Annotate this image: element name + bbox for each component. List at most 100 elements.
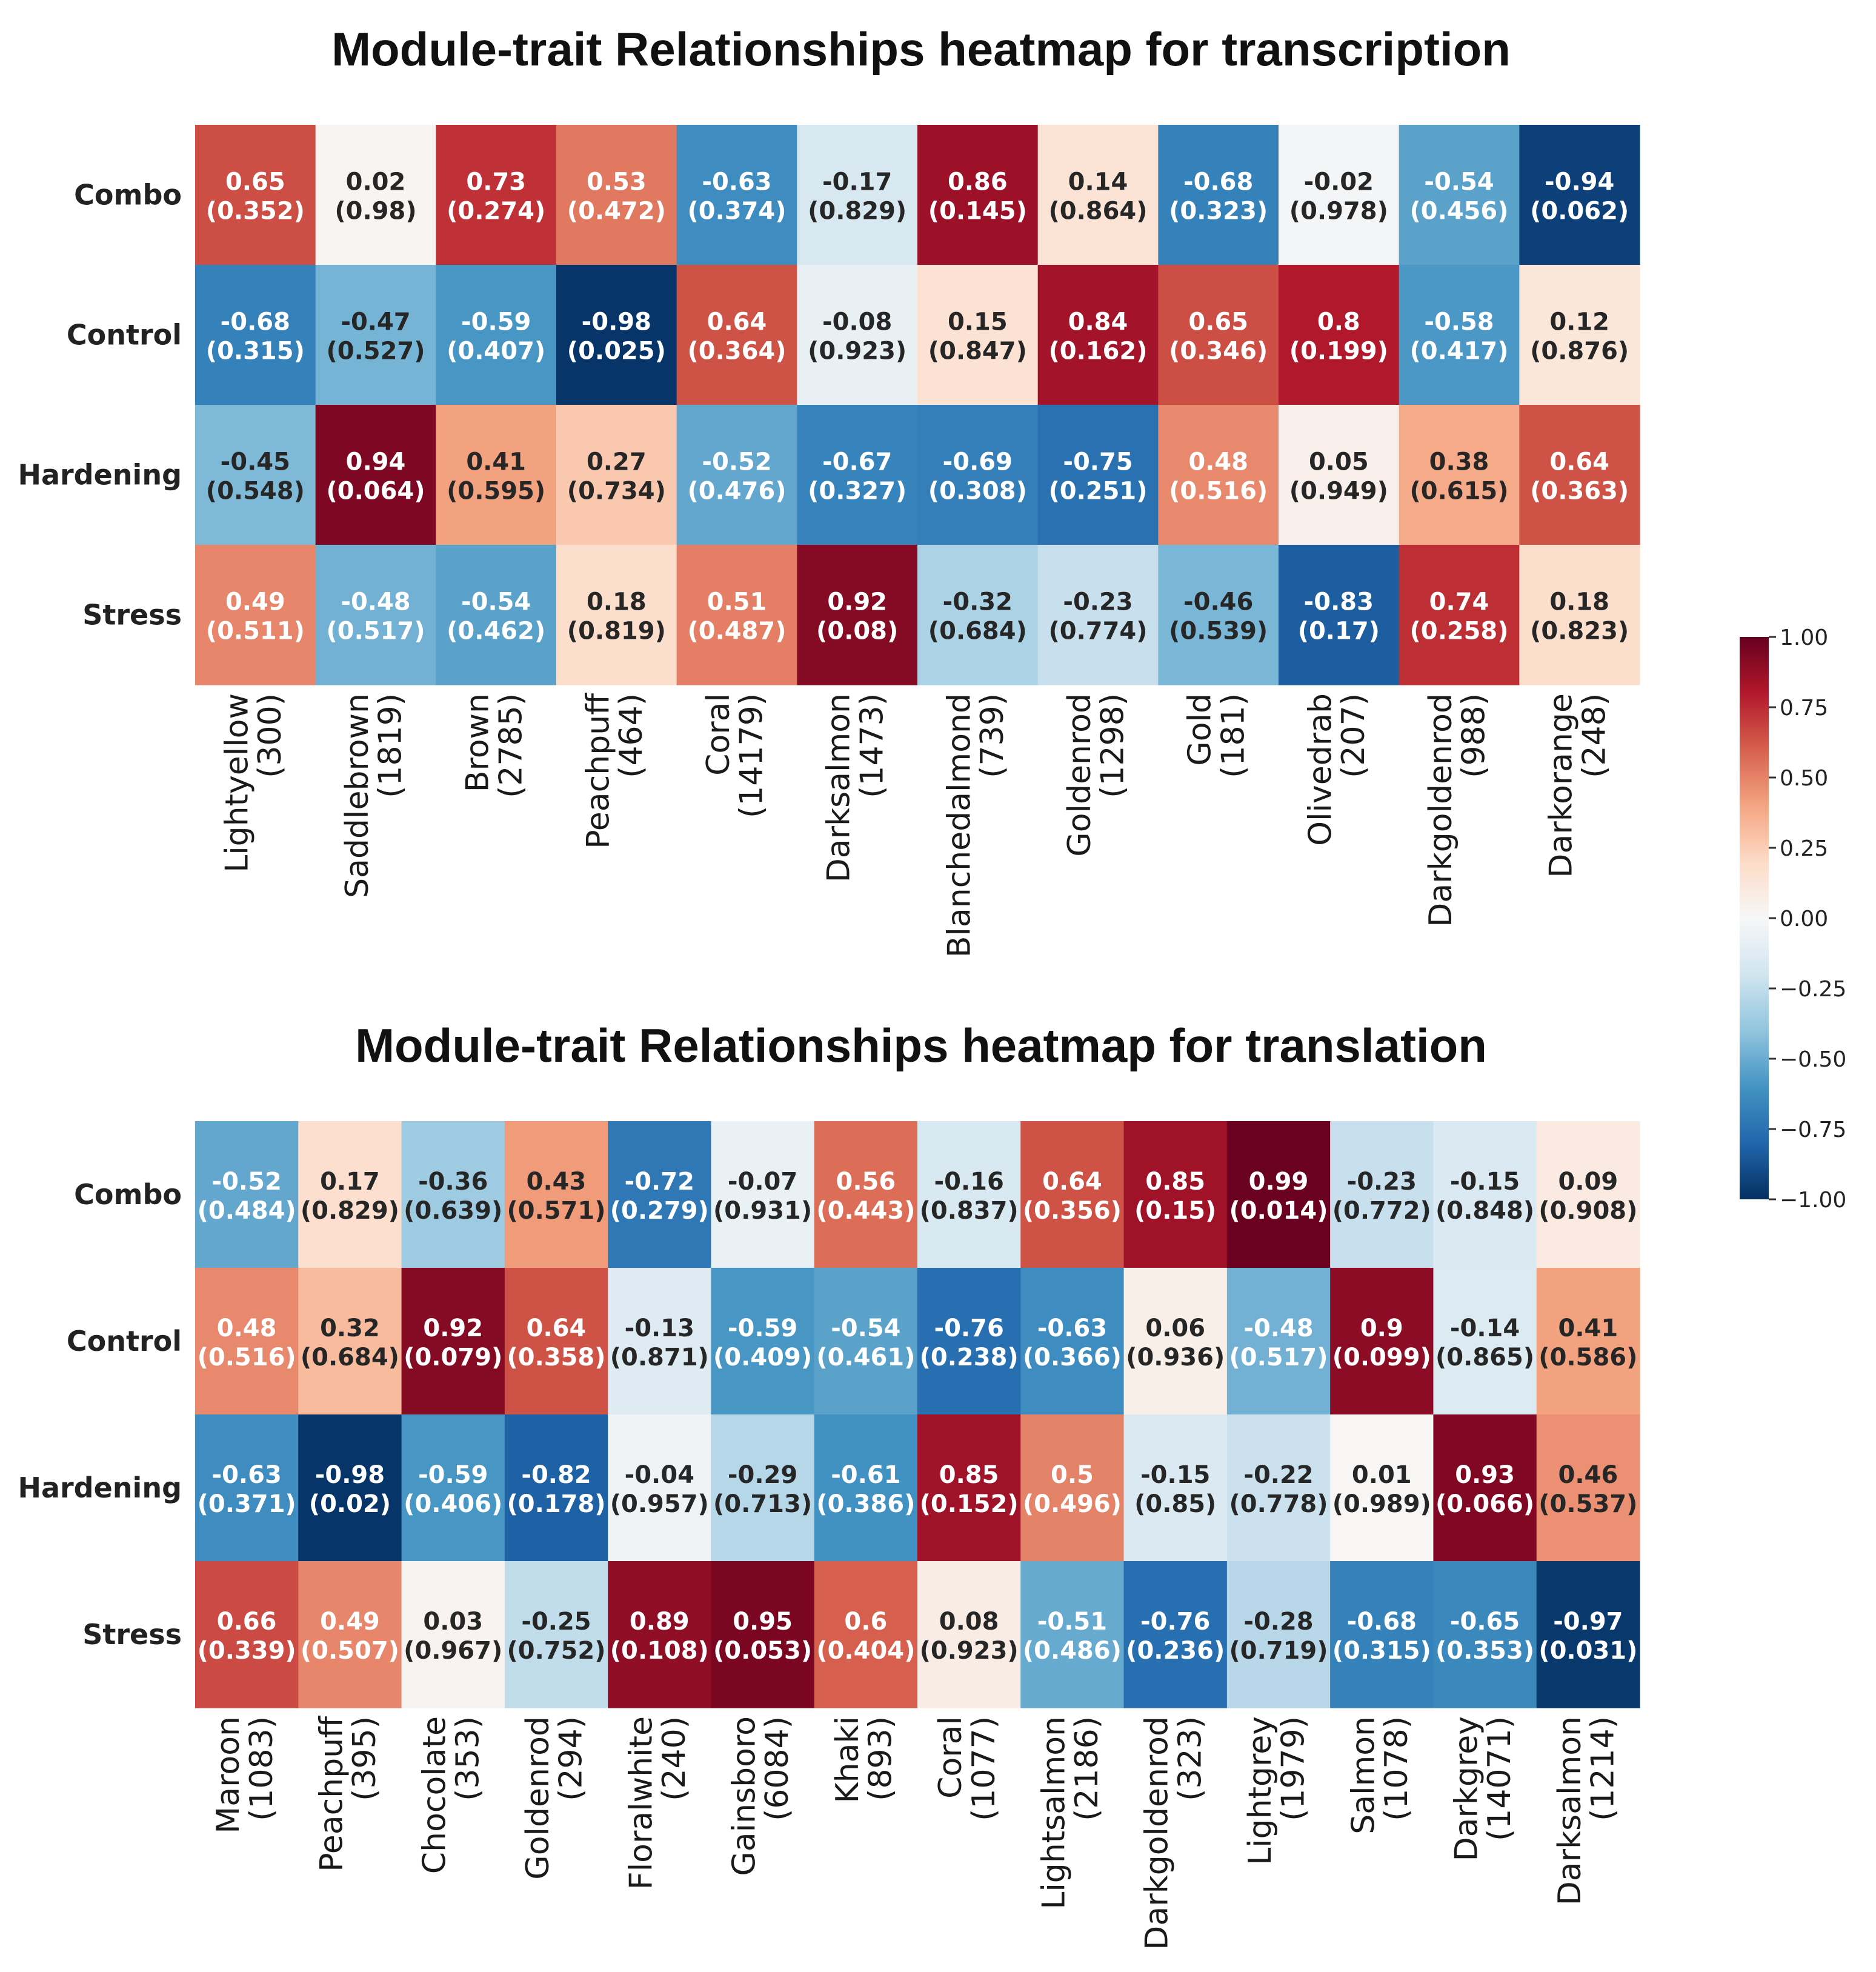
cell-value-label: -0.54: [831, 1314, 900, 1342]
cell-value-label: -0.75: [1063, 448, 1133, 476]
cell-pvalue-label: (0.516): [1169, 478, 1268, 505]
heatmap-cell: [1158, 265, 1279, 405]
cell-value-label: 0.01: [1352, 1461, 1412, 1489]
heatmap-cell: [608, 1121, 712, 1268]
cell-pvalue-label: (0.516): [198, 1344, 296, 1371]
cell-value-label: 0.48: [217, 1314, 277, 1342]
cell-pvalue-label: (0.145): [928, 198, 1027, 225]
heatmap-cell: [1226, 1414, 1331, 1562]
heatmap-cell: [1330, 1561, 1434, 1708]
cell-value-label: -0.54: [1424, 168, 1494, 196]
cell-pvalue-label: (0.08): [816, 618, 898, 645]
cell-pvalue-label: (0.352): [206, 198, 305, 225]
column-label-darkorange: Darkorange(248): [1543, 693, 1613, 878]
cell-value-label: -0.23: [1063, 588, 1133, 616]
cell-value-label: -0.59: [728, 1314, 797, 1342]
translation-heatmap-column-labels: Maroon(1083) Peachpuff(395) Chocolate(353)…: [210, 1716, 1621, 1950]
column-label-gainsboro: Gainsboro(6084): [727, 1716, 796, 1876]
cell-value-label: -0.58: [1424, 308, 1494, 336]
heatmap-cell: [814, 1561, 918, 1708]
cell-value-label: -0.46: [1183, 588, 1253, 616]
cell-value-label: -0.51: [1037, 1608, 1107, 1636]
colorbar-tick-label: −0.50: [1780, 1047, 1846, 1072]
cell-value-label: -0.08: [822, 308, 892, 336]
heatmap-cell: [298, 1561, 402, 1708]
heatmap-cell: [1519, 265, 1640, 405]
cell-pvalue-label: (0.778): [1229, 1490, 1328, 1518]
cell-pvalue-label: (0.978): [1289, 198, 1388, 225]
column-label-peachpuff: Peachpuff(464): [580, 693, 650, 849]
cell-value-label: -0.17: [822, 168, 892, 196]
heatmap-cell: [401, 1121, 505, 1268]
cell-pvalue-label: (0.507): [301, 1637, 399, 1665]
heatmap-cell: [608, 1561, 712, 1708]
heatmap-cell: [195, 545, 316, 685]
column-label-chocolate: Chocolate(353): [417, 1716, 487, 1874]
heatmap-cell: [436, 545, 557, 685]
heatmap-cell: [608, 1268, 712, 1415]
cell-pvalue-label: (0.847): [928, 338, 1027, 365]
cell-value-label: -0.16: [934, 1168, 1003, 1196]
cell-value-label: 0.9: [1360, 1314, 1403, 1342]
colorbar-tick-label: 0.50: [1780, 766, 1828, 791]
heatmap-cell: [797, 545, 918, 685]
cell-value-label: 0.99: [1249, 1168, 1309, 1196]
heatmap-cell: [298, 1268, 402, 1415]
heatmap-cell: [1519, 125, 1640, 265]
heatmap-cell: [676, 265, 797, 405]
heatmap-cell: [1037, 405, 1159, 545]
cell-pvalue-label: (0.274): [447, 198, 545, 225]
cell-value-label: -0.72: [625, 1168, 694, 1196]
heatmap-cell: [1519, 405, 1640, 545]
heatmap-cell: [1279, 405, 1400, 545]
cell-value-label: 0.46: [1558, 1461, 1618, 1489]
column-label-lightgrey: Lightgrey(1979): [1242, 1716, 1312, 1865]
cell-pvalue-label: (0.079): [404, 1344, 502, 1371]
cell-value-label: 0.5: [1051, 1461, 1094, 1489]
cell-value-label: -0.68: [1183, 168, 1253, 196]
cell-pvalue-label: (0.539): [1169, 618, 1268, 645]
cell-pvalue-label: (0.472): [567, 198, 666, 225]
cell-pvalue-label: (0.848): [1435, 1197, 1534, 1225]
cell-value-label: -0.47: [341, 308, 410, 336]
colorbar-tick-label: 0.75: [1780, 696, 1828, 721]
cell-pvalue-label: (0.364): [687, 338, 786, 365]
cell-value-label: 0.18: [1549, 588, 1609, 616]
cell-value-label: -0.28: [1243, 1608, 1313, 1636]
heatmap-cell: [1226, 1121, 1331, 1268]
cell-value-label: 0.27: [587, 448, 647, 476]
row-label-stress: Stress: [82, 1618, 182, 1651]
cell-pvalue-label: (0.258): [1409, 618, 1508, 645]
heatmap-cell: [797, 405, 918, 545]
cell-pvalue-label: (0.517): [326, 618, 425, 645]
cell-pvalue-label: (0.484): [198, 1197, 296, 1225]
cell-pvalue-label: (0.353): [1435, 1637, 1534, 1665]
cell-value-label: -0.63: [211, 1461, 281, 1489]
heatmap-cell: [1020, 1268, 1125, 1415]
cell-value-label: -0.48: [1243, 1314, 1313, 1342]
heatmap-cell: [195, 125, 316, 265]
cell-value-label: -0.14: [1450, 1314, 1520, 1342]
column-label-lightsalmon: Lightsalmon(2186): [1036, 1716, 1105, 1910]
cell-pvalue-label: (0.406): [404, 1490, 502, 1518]
heatmap-cell: [1279, 125, 1400, 265]
column-label-goldenrod: Goldenrod(1298): [1062, 693, 1131, 857]
cell-pvalue-label: (0.865): [1435, 1344, 1534, 1371]
heatmap-cell: [556, 125, 677, 265]
cell-value-label: 0.12: [1549, 308, 1609, 336]
cell-pvalue-label: (0.476): [687, 478, 786, 505]
heatmap-cell: [1279, 265, 1400, 405]
row-label-hardening: Hardening: [18, 459, 182, 491]
cell-value-label: 0.94: [346, 448, 406, 476]
cell-value-label: -0.54: [461, 588, 531, 616]
cell-pvalue-label: (0.409): [713, 1344, 812, 1371]
cell-pvalue-label: (0.407): [447, 338, 545, 365]
transcription-heatmap-column-labels: Lightyellow(300) Saddlebrown(1819) Brown(2…: [219, 693, 1612, 958]
heatmap-cell: [917, 1561, 1021, 1708]
cell-value-label: -0.98: [315, 1461, 385, 1489]
cell-pvalue-label: (0.511): [206, 618, 305, 645]
cell-value-label: -0.76: [1140, 1608, 1210, 1636]
cell-value-label: -0.23: [1347, 1168, 1417, 1196]
cell-pvalue-label: (0.279): [610, 1197, 709, 1225]
